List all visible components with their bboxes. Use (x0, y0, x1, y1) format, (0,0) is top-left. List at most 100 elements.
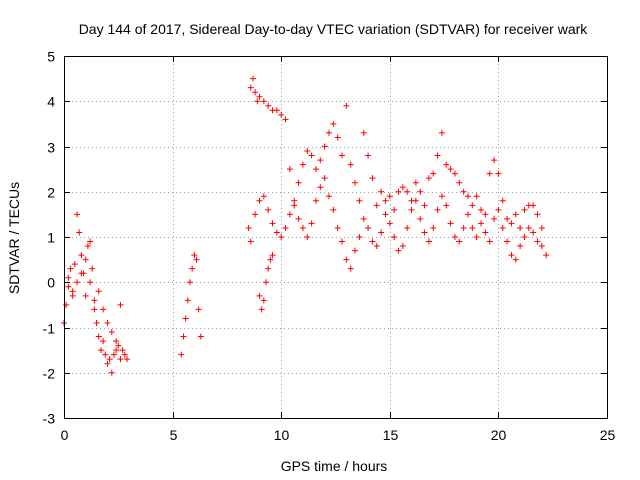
y-tick-label: 0 (47, 275, 55, 291)
data-point (438, 193, 445, 200)
data-point (82, 292, 89, 299)
data-point (521, 206, 528, 213)
data-point (299, 224, 306, 231)
data-point (538, 243, 545, 250)
data-point (491, 157, 498, 164)
data-point (412, 197, 419, 204)
data-point (286, 211, 293, 218)
data-point (451, 170, 458, 177)
data-point (478, 206, 485, 213)
data-point (78, 270, 85, 277)
data-point (504, 215, 511, 222)
data-point (189, 265, 196, 272)
data-point (265, 265, 272, 272)
data-point (395, 188, 402, 195)
x-tick-label: 20 (491, 427, 507, 443)
data-point (74, 211, 81, 218)
y-tick-label: -1 (43, 321, 56, 337)
data-point (399, 184, 406, 191)
data-point (417, 215, 424, 222)
data-point (373, 243, 380, 250)
series-segment-2 (65, 256, 124, 345)
data-point (245, 224, 252, 231)
data-point (382, 211, 389, 218)
data-point (460, 224, 467, 231)
y-tick-label: 2 (47, 185, 55, 201)
data-point (469, 224, 476, 231)
data-point (391, 234, 398, 240)
data-point (352, 247, 359, 254)
data-point (291, 202, 298, 209)
data-point (308, 220, 315, 227)
data-point (456, 238, 463, 245)
data-point (186, 279, 193, 286)
data-point (343, 102, 350, 109)
data-point (260, 98, 267, 105)
data-point (71, 261, 78, 268)
data-point (260, 297, 267, 304)
data-point (425, 238, 432, 245)
data-point (299, 161, 306, 168)
axis-ticks: 0 5 10 15 20 25 -3 -2 -1 0 1 2 3 4 5 (43, 49, 616, 444)
data-point (65, 283, 72, 290)
data-point (460, 188, 467, 195)
data-point (330, 206, 337, 213)
y-tick-label: 4 (47, 94, 55, 110)
data-point (508, 220, 515, 227)
data-point (482, 229, 489, 236)
data-point (399, 243, 406, 250)
x-axis-label: GPS time / hours (281, 458, 388, 474)
data-point (67, 265, 74, 272)
series-segment-5 (245, 175, 545, 272)
data-point (95, 288, 102, 295)
data-point (434, 152, 441, 159)
data-point (312, 197, 319, 204)
data-point (97, 347, 104, 354)
data-point (295, 179, 302, 186)
data-point (78, 252, 85, 259)
data-point (378, 188, 385, 195)
data-point (464, 211, 471, 218)
data-point (469, 202, 476, 209)
data-point (304, 234, 311, 240)
series-segment-4 (247, 75, 550, 259)
data-point (330, 120, 337, 127)
data-points (61, 75, 550, 376)
data-point (252, 89, 259, 96)
data-point (412, 179, 419, 186)
x-tick-label: 15 (383, 427, 399, 443)
data-point (269, 252, 276, 259)
data-point (347, 161, 354, 168)
data-point (443, 161, 450, 168)
data-point (421, 202, 428, 209)
data-point (339, 238, 346, 245)
data-point (282, 116, 289, 123)
data-point (525, 224, 532, 231)
data-point (267, 256, 274, 263)
data-point (74, 279, 81, 286)
data-point (382, 197, 389, 204)
data-point (343, 256, 350, 263)
data-point (123, 356, 130, 363)
data-point (443, 202, 450, 209)
data-point (404, 188, 411, 195)
data-point (391, 206, 398, 213)
data-point (180, 333, 187, 340)
data-point (108, 329, 115, 336)
data-point (121, 351, 128, 358)
data-point (193, 256, 200, 263)
data-point (473, 193, 480, 200)
data-point (534, 238, 541, 245)
data-point (100, 338, 107, 345)
data-point (438, 129, 445, 136)
data-point (369, 175, 376, 182)
data-point (178, 351, 185, 358)
data-point (117, 356, 124, 363)
data-point (365, 224, 372, 231)
data-point (321, 175, 328, 182)
data-point (478, 220, 485, 227)
data-point (256, 93, 263, 100)
data-point (404, 224, 411, 231)
x-tick-label: 10 (274, 427, 290, 443)
y-axis-label: SDTVAR / TECUs (6, 182, 22, 294)
